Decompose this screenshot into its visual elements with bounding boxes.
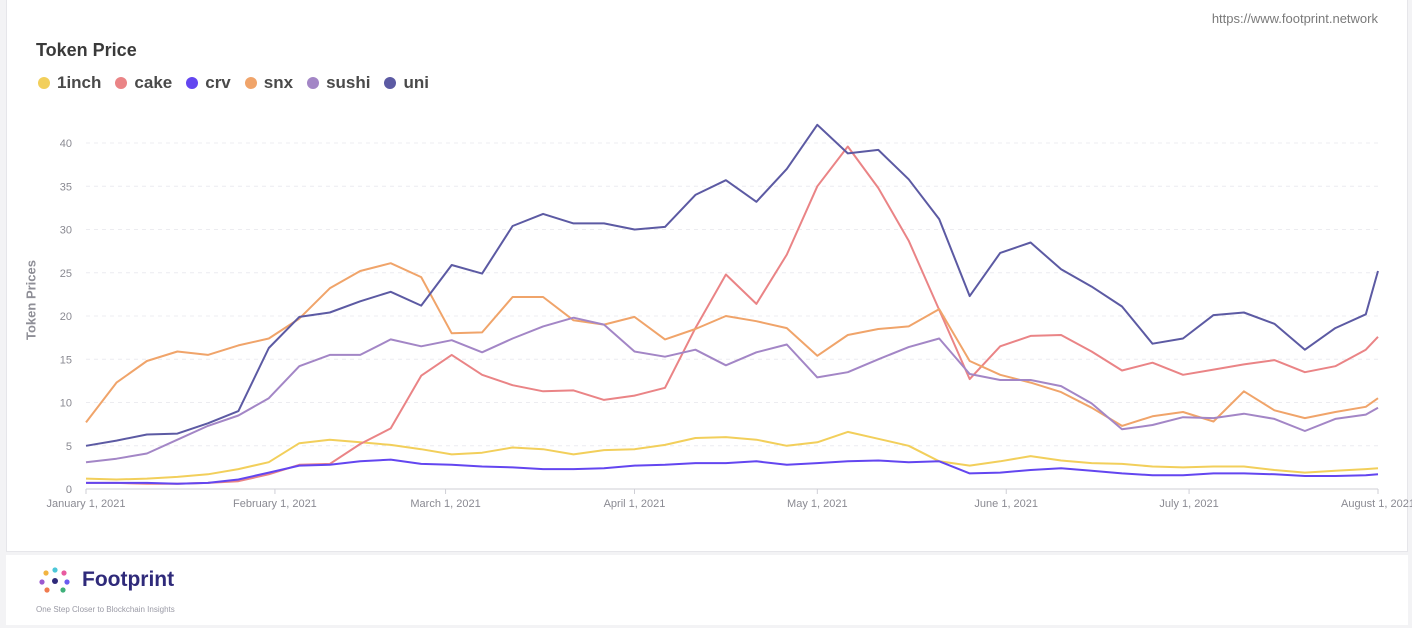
y-tick-label: 35	[60, 181, 72, 193]
legend: 1inch cake crv snx sushi uni	[38, 73, 429, 93]
source-url[interactable]: https://www.footprint.network	[1211, 11, 1378, 26]
series-line-crv	[86, 458, 1379, 485]
legend-label: cake	[134, 73, 173, 92]
y-tick-label: 5	[66, 441, 72, 453]
series-line-1inch	[85, 430, 1379, 481]
x-tick-label: April 1, 2021	[604, 498, 666, 510]
y-tick-label: 15	[60, 354, 72, 366]
legend-item-cake[interactable]: cake	[115, 73, 172, 93]
series-line-uni	[85, 123, 1379, 447]
series-line-sushi	[85, 316, 1379, 464]
legend-item-sushi[interactable]: sushi	[307, 73, 370, 93]
y-tick-label: 0	[66, 484, 72, 496]
legend-marker	[244, 77, 257, 89]
legend-marker	[115, 77, 128, 89]
y-tick-label: 30	[60, 225, 72, 237]
x-tick-label: July 1, 2021	[1159, 498, 1218, 510]
legend-label: sushi	[326, 73, 371, 92]
x-tick-label: January 1, 2021	[47, 498, 126, 510]
x-tick-label: August 1, 2021	[1341, 498, 1412, 510]
y-tick-label: 40	[60, 138, 72, 150]
legend-item-snx[interactable]: snx	[244, 73, 294, 93]
legend-label: snx	[263, 73, 294, 92]
legend-marker	[186, 77, 199, 89]
x-tick-label: February 1, 2021	[233, 498, 317, 510]
brand-name: Footprint	[82, 568, 175, 591]
series-line-snx	[85, 262, 1379, 427]
legend-label: crv	[205, 73, 231, 92]
footer: Footprint One Step Closer to Blockchain …	[6, 555, 1408, 625]
y-tick-label: 20	[60, 311, 72, 323]
brand-tagline: One Step Closer to Blockchain Insights	[36, 605, 175, 614]
x-tick-label: March 1, 2021	[410, 498, 480, 510]
y-tick-label: 10	[60, 398, 72, 410]
y-tick-label: 25	[60, 268, 72, 280]
series-line-cake	[86, 145, 1379, 485]
legend-item-crv[interactable]: crv	[186, 73, 231, 93]
legend-item-1inch[interactable]: 1inch	[38, 73, 101, 93]
legend-marker	[307, 77, 320, 89]
chart-title: Token Price	[36, 40, 137, 60]
legend-label: 1inch	[57, 73, 102, 92]
footprint-logo-icon	[39, 567, 70, 593]
x-tick-label: June 1, 2021	[974, 498, 1038, 510]
x-tick-label: May 1, 2021	[787, 498, 848, 510]
legend-marker	[384, 77, 397, 89]
legend-marker	[38, 77, 50, 89]
legend-item-uni[interactable]: uni	[384, 73, 429, 93]
chart-card	[6, 0, 1408, 552]
legend-label: uni	[403, 73, 429, 92]
